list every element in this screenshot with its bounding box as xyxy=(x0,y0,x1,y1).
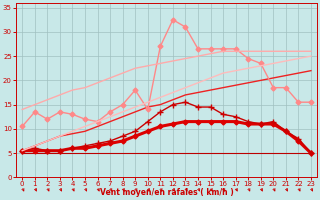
X-axis label: Vent moyen/en rafales ( km/h ): Vent moyen/en rafales ( km/h ) xyxy=(100,188,234,197)
